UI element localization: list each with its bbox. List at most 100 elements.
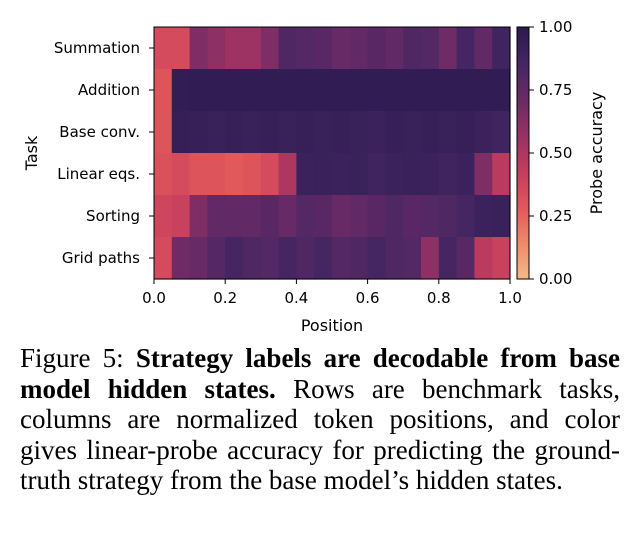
heatmap-cell <box>332 237 350 280</box>
y-tick-label: Linear eqs. <box>57 165 140 183</box>
heatmap-cell <box>296 195 314 238</box>
figure-caption: Figure 5: Strategy labels are decodable … <box>20 343 620 496</box>
heatmap-cell <box>421 153 439 196</box>
heatmap-cell <box>439 69 457 112</box>
heatmap-cell <box>332 111 350 154</box>
heatmap-cell <box>332 27 350 70</box>
heatmap-cell <box>474 153 492 196</box>
heatmap-cells <box>154 27 511 280</box>
heatmap-chart: Summation Addition Base conv. Linear eqs. So… <box>0 0 627 340</box>
heatmap-cell <box>190 153 208 196</box>
heatmap-cell <box>474 27 492 70</box>
heatmap-cell <box>279 111 297 154</box>
heatmap-cell <box>207 237 225 280</box>
heatmap-cell <box>296 69 314 112</box>
heatmap-cell <box>190 195 208 238</box>
heatmap-cell <box>172 69 190 112</box>
heatmap-cell <box>314 153 332 196</box>
heatmap-cell <box>261 111 279 154</box>
heatmap-cell <box>154 27 172 70</box>
heatmap-cell <box>314 111 332 154</box>
heatmap-cell <box>207 111 225 154</box>
heatmap-cell <box>296 153 314 196</box>
heatmap-cell <box>172 237 190 280</box>
heatmap-cell <box>279 153 297 196</box>
heatmap-cell <box>172 195 190 238</box>
colorbar-tick-label: 0.00 <box>539 270 572 288</box>
heatmap-cell <box>350 27 368 70</box>
heatmap-cell <box>314 237 332 280</box>
heatmap-cell <box>385 153 403 196</box>
y-tick-label: Base conv. <box>59 123 140 141</box>
heatmap-cell <box>457 111 475 154</box>
y-tick-label: Addition <box>78 81 140 99</box>
heatmap-cell <box>439 237 457 280</box>
heatmap-cell <box>225 153 243 196</box>
y-axis-ticks: SummationAdditionBase conv.Linear eqs.So… <box>54 39 154 267</box>
heatmap-cell <box>439 153 457 196</box>
heatmap-cell <box>439 111 457 154</box>
heatmap-cell <box>225 69 243 112</box>
colorbar-label: Probe accuracy <box>587 92 606 215</box>
heatmap-cell <box>261 69 279 112</box>
x-tick-label: 0.0 <box>142 289 166 307</box>
heatmap-cell <box>457 27 475 70</box>
x-axis-label: Position <box>301 316 363 335</box>
heatmap-cell <box>350 153 368 196</box>
y-tick-label: Grid paths <box>62 249 140 267</box>
heatmap-cell <box>243 195 261 238</box>
heatmap-cell <box>261 195 279 238</box>
heatmap-cell <box>421 237 439 280</box>
heatmap-cell <box>421 195 439 238</box>
heatmap-cell <box>421 111 439 154</box>
heatmap-cell <box>492 27 510 70</box>
heatmap-cell <box>207 27 225 70</box>
heatmap-cell <box>190 111 208 154</box>
y-tick-label: Sorting <box>86 207 140 225</box>
heatmap-cell <box>154 111 172 154</box>
x-tick-label: 0.6 <box>356 289 380 307</box>
heatmap-cell <box>421 27 439 70</box>
heatmap-cell <box>439 195 457 238</box>
heatmap-cell <box>243 27 261 70</box>
heatmap-cell <box>368 153 386 196</box>
heatmap-cell <box>350 195 368 238</box>
heatmap-cell <box>243 69 261 112</box>
y-axis-label: Task <box>22 135 41 171</box>
heatmap-cell <box>154 69 172 112</box>
heatmap-cell <box>368 27 386 70</box>
heatmap-cell <box>332 69 350 112</box>
heatmap-cell <box>225 111 243 154</box>
colorbar-tick-label: 0.25 <box>539 207 572 225</box>
heatmap-cell <box>190 27 208 70</box>
x-tick-label: 0.8 <box>427 289 451 307</box>
heatmap-cell <box>439 27 457 70</box>
heatmap-cell <box>492 195 510 238</box>
heatmap-cell <box>243 153 261 196</box>
heatmap-cell <box>243 111 261 154</box>
heatmap-cell <box>279 27 297 70</box>
heatmap-cell <box>296 111 314 154</box>
heatmap-cell <box>314 27 332 70</box>
heatmap-cell <box>172 111 190 154</box>
x-tick-label: 0.2 <box>213 289 237 307</box>
colorbar-tick-label: 0.75 <box>539 81 572 99</box>
x-axis-ticks: 0.0 0.2 0.4 0.6 0.8 1.0 <box>142 279 522 307</box>
heatmap-cell <box>207 69 225 112</box>
heatmap-cell <box>403 237 421 280</box>
colorbar <box>517 27 529 279</box>
heatmap-cell <box>314 69 332 112</box>
heatmap-cell <box>225 27 243 70</box>
heatmap-cell <box>296 27 314 70</box>
heatmap-cell <box>190 69 208 112</box>
heatmap-cell <box>225 195 243 238</box>
x-tick-label: 1.0 <box>498 289 522 307</box>
heatmap-cell <box>332 153 350 196</box>
x-tick-label: 0.4 <box>284 289 308 307</box>
heatmap-cell <box>368 111 386 154</box>
heatmap-cell <box>225 237 243 280</box>
heatmap-cell <box>350 69 368 112</box>
heatmap-cell <box>154 153 172 196</box>
heatmap-cell <box>403 111 421 154</box>
